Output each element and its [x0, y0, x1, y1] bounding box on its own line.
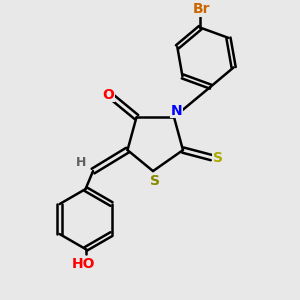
- Text: S: S: [213, 151, 223, 165]
- Text: Br: Br: [193, 2, 211, 16]
- Text: H: H: [76, 156, 86, 169]
- Text: N: N: [171, 103, 183, 118]
- Text: S: S: [150, 174, 160, 188]
- Text: HO: HO: [72, 257, 95, 271]
- Text: O: O: [102, 88, 114, 102]
